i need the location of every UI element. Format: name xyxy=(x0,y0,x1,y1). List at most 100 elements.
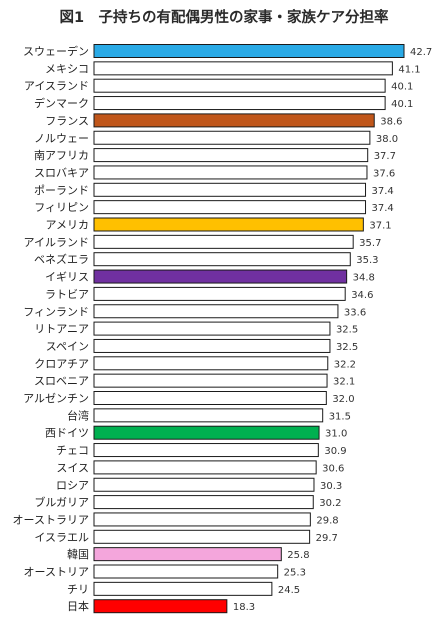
bar xyxy=(93,443,319,458)
bar xyxy=(93,425,320,440)
category-label: スウェーデン xyxy=(23,44,89,58)
bar xyxy=(93,252,351,267)
value-label: 18.3 xyxy=(233,602,255,613)
category-label: ポーランド xyxy=(34,184,89,197)
chart-title: 図1 子持ちの有配偶男性の家事・家族ケア分担率 xyxy=(59,10,389,26)
bar xyxy=(93,217,364,232)
category-label: ノルウェー xyxy=(34,132,89,145)
bar xyxy=(93,547,282,562)
category-label: ブルガリア xyxy=(34,495,89,509)
value-label: 30.9 xyxy=(324,446,346,457)
category-label: アイスランド xyxy=(24,80,89,93)
category-label: オーストリア xyxy=(24,566,89,579)
value-label: 32.5 xyxy=(336,342,358,353)
category-label: 西ドイツ xyxy=(45,427,89,440)
value-label: 38.6 xyxy=(380,116,402,127)
value-label: 25.3 xyxy=(284,568,306,579)
bar xyxy=(93,304,339,319)
value-label: 29.8 xyxy=(316,515,338,526)
bar xyxy=(93,182,367,197)
value-label: 37.4 xyxy=(372,186,394,197)
bar xyxy=(93,148,369,163)
value-label: 37.4 xyxy=(372,203,394,214)
category-label: デンマーク xyxy=(34,96,89,110)
bar xyxy=(93,78,386,93)
category-label: フィンランド xyxy=(23,305,89,318)
bar xyxy=(93,286,346,301)
bar xyxy=(93,321,331,336)
value-label: 32.0 xyxy=(332,394,354,405)
category-label: スロバキア xyxy=(34,166,89,179)
bar xyxy=(93,599,228,614)
value-label: 35.7 xyxy=(359,238,381,249)
value-label: 32.2 xyxy=(334,359,356,370)
category-label: イギリス xyxy=(45,271,89,284)
category-label: オーストラリア xyxy=(13,513,89,526)
value-label: 41.1 xyxy=(398,64,420,75)
bar xyxy=(93,564,279,579)
value-label: 30.6 xyxy=(322,463,344,474)
value-label: 29.7 xyxy=(316,533,338,544)
value-label: 32.1 xyxy=(333,377,355,388)
value-label: 30.3 xyxy=(320,481,342,492)
value-label: 37.7 xyxy=(374,151,396,162)
bar xyxy=(93,338,331,353)
value-label: 30.2 xyxy=(319,498,341,509)
value-label: 38.0 xyxy=(376,134,398,145)
bar xyxy=(93,269,348,284)
category-label: イスラエル xyxy=(34,531,89,544)
value-label: 32.5 xyxy=(336,325,358,336)
category-label: スロベニア xyxy=(34,375,89,388)
value-label: 35.3 xyxy=(356,255,378,266)
bar xyxy=(93,234,354,249)
value-label: 33.6 xyxy=(344,307,366,318)
category-label: フランス xyxy=(45,114,89,127)
bar xyxy=(93,391,327,405)
value-label: 40.1 xyxy=(391,99,413,110)
value-label: 42.7 xyxy=(410,47,432,58)
category-label: スイス xyxy=(56,461,89,474)
bar xyxy=(93,460,317,475)
category-label: ラトビア xyxy=(45,288,89,301)
category-label: リトアニア xyxy=(34,323,89,336)
category-label: ロシア xyxy=(56,479,89,492)
bar xyxy=(93,477,315,492)
bar xyxy=(93,96,386,111)
value-label: 37.1 xyxy=(369,221,391,232)
value-label: 31.0 xyxy=(325,429,347,440)
category-label: ベネズエラ xyxy=(34,252,89,266)
value-label: 24.5 xyxy=(278,585,300,596)
category-label: アメリカ xyxy=(46,219,89,232)
value-label: 37.6 xyxy=(373,168,395,179)
category-label: アイルランド xyxy=(24,236,89,249)
bar xyxy=(93,165,368,180)
bar xyxy=(93,44,405,58)
category-label: フィリピン xyxy=(34,201,89,214)
value-label: 40.1 xyxy=(391,82,413,93)
bar xyxy=(93,61,393,76)
value-label: 25.8 xyxy=(287,550,309,561)
bar xyxy=(93,113,375,128)
category-label: アルゼンチン xyxy=(23,392,89,405)
bar xyxy=(93,529,311,544)
bar xyxy=(93,495,314,510)
category-label: メキシコ xyxy=(45,62,89,75)
category-label: クロアチア xyxy=(34,357,89,370)
bar xyxy=(93,356,329,371)
bar xyxy=(93,581,273,596)
category-label: スペイン xyxy=(46,340,89,353)
category-label: チリ xyxy=(67,583,89,596)
value-label: 34.8 xyxy=(353,273,375,284)
category-label: 台湾 xyxy=(67,408,89,422)
category-label: 南アフリカ xyxy=(34,149,89,162)
value-label: 34.6 xyxy=(351,290,373,301)
category-label: 韓国 xyxy=(67,548,89,561)
bar xyxy=(93,130,371,145)
value-label: 31.5 xyxy=(329,411,351,422)
bar xyxy=(93,373,328,388)
bar xyxy=(93,200,367,215)
category-label: 日本 xyxy=(67,599,89,613)
bar xyxy=(93,408,324,423)
